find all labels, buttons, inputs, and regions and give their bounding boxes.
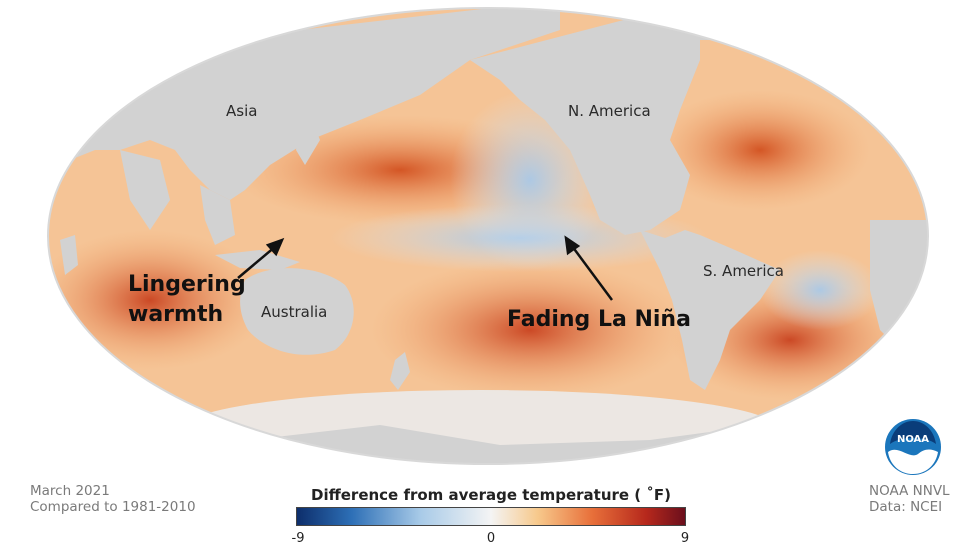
south-america-landmass	[640, 230, 780, 390]
legend-tick-mid: 0	[486, 531, 496, 546]
lingering-warmth-arrowhead	[265, 237, 285, 257]
footer-data-credit: Data: NCEI	[869, 499, 943, 515]
south-pacific-warm-anomaly	[370, 260, 690, 400]
callout-lingering-line2: warmth	[128, 302, 224, 327]
north-atlantic-warm-anomaly	[650, 90, 870, 210]
footer-right: NOAA NNVL Data: NCEI	[869, 483, 950, 515]
fading-la-nina-arrow	[570, 245, 614, 301]
callout-lingering-warmth: Lingering warmth	[128, 270, 246, 330]
japan-islands	[296, 120, 320, 165]
legend-title: Difference from average temperature ( ˚F…	[311, 486, 671, 504]
australia-landmass	[240, 268, 354, 355]
footer-left: March 2021 Compared to 1981-2010	[30, 483, 196, 515]
label-s-america: S. America	[703, 262, 784, 280]
callout-lingering-line1: Lingering	[128, 272, 246, 297]
india-peninsula	[120, 150, 170, 230]
madagascar-island	[60, 235, 78, 275]
new-zealand-islands	[390, 352, 410, 390]
footer-baseline: Compared to 1981-2010	[30, 499, 196, 515]
fading-la-nina-arrowhead	[564, 235, 581, 256]
north-america-landmass	[470, 8, 700, 235]
south-atlantic-cool-anomaly	[760, 250, 880, 330]
legend-tick-max: 9	[680, 531, 690, 546]
noaa-logo-icon: NOAA	[885, 419, 941, 475]
southeast-asia-peninsula	[200, 185, 235, 245]
footer-source: NOAA NNVL	[869, 483, 950, 499]
globe-outline	[47, 7, 929, 465]
footer-date: March 2021	[30, 483, 110, 499]
label-australia: Australia	[261, 303, 328, 321]
label-asia: Asia	[226, 102, 258, 120]
legend-color-bar	[296, 507, 686, 526]
label-n-america: N. America	[568, 102, 651, 120]
lingering-warmth-arrow	[237, 245, 277, 279]
annotation-arrows	[237, 235, 614, 301]
callout-fading-la-nina: Fading La Niña	[507, 307, 691, 332]
legend-tick-min: -9	[291, 531, 305, 546]
noaa-logo-text: NOAA	[897, 434, 929, 445]
